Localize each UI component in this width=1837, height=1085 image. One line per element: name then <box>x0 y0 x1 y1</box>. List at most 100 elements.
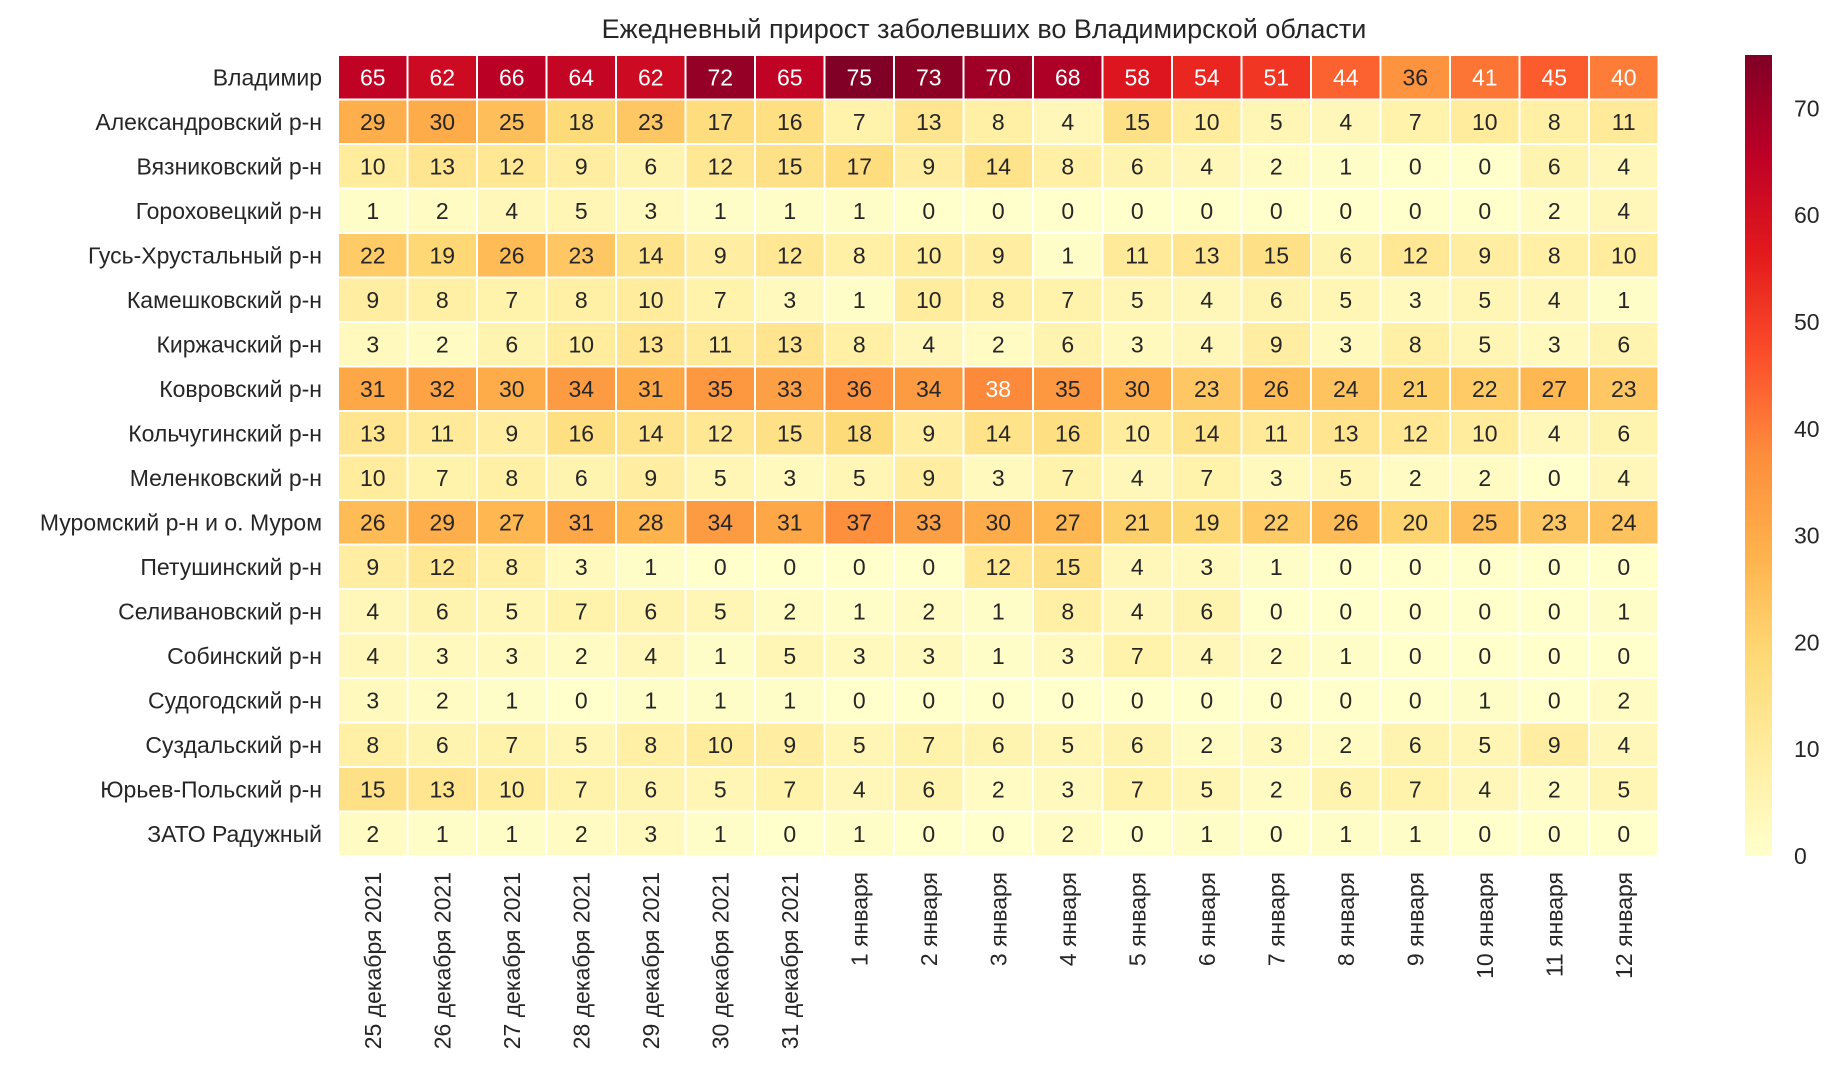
heatmap-cell <box>1451 590 1519 633</box>
heatmap-cell <box>1173 456 1241 499</box>
heatmap-cell <box>686 367 754 410</box>
heatmap-cell <box>1590 189 1658 232</box>
cell-value-label: 14 <box>985 420 1011 446</box>
cell-value-label: 22 <box>360 242 386 268</box>
heatmap-cell <box>547 234 615 277</box>
heatmap-cell <box>617 590 685 633</box>
cell-value-label: 0 <box>1339 687 1352 713</box>
cell-value-label: 3 <box>922 643 935 669</box>
heatmap-cell <box>1034 768 1102 811</box>
cell-value-label: 13 <box>777 331 803 357</box>
heatmap-cell <box>825 189 893 232</box>
cell-value-label: 12 <box>429 554 455 580</box>
cell-value-label: 1 <box>714 643 727 669</box>
cell-value-label: 3 <box>366 331 379 357</box>
heatmap-cell <box>1451 412 1519 455</box>
heatmap-cell <box>408 278 476 321</box>
heatmap-cell <box>1103 323 1171 366</box>
cell-value-label: 8 <box>1061 598 1074 624</box>
cell-value-label: 0 <box>1131 821 1144 847</box>
cell-value-label: 2 <box>575 821 588 847</box>
cell-value-label: 6 <box>1200 598 1213 624</box>
heatmap-cell <box>1242 56 1310 99</box>
cell-value-label: 8 <box>366 732 379 758</box>
heatmap-cell <box>1173 412 1241 455</box>
heatmap-cell <box>1451 679 1519 722</box>
heatmap-cell <box>1173 812 1241 855</box>
cell-value-label: 5 <box>1270 109 1283 135</box>
cell-value-label: 6 <box>436 732 449 758</box>
cell-value-label: 14 <box>985 153 1011 179</box>
heatmap-cell <box>1520 634 1588 677</box>
cell-value-label: 15 <box>777 420 803 446</box>
heatmap-cell <box>478 412 546 455</box>
heatmap-cell <box>1034 634 1102 677</box>
cell-value-label: 75 <box>846 64 872 90</box>
heatmap-cell <box>964 590 1032 633</box>
cell-value-label: 0 <box>1339 198 1352 224</box>
grid-backdrop <box>338 55 1659 856</box>
cell-value-label: 2 <box>575 643 588 669</box>
heatmap-cell <box>895 234 963 277</box>
heatmap-cell <box>756 679 824 722</box>
cell-value-label: 1 <box>1617 598 1630 624</box>
row-label: Вязниковский р-н <box>136 153 322 179</box>
heatmap-cell <box>1312 278 1380 321</box>
cell-value-label: 8 <box>992 287 1005 313</box>
heatmap-cell <box>756 812 824 855</box>
heatmap-cell <box>1103 412 1171 455</box>
heatmap-cell <box>1451 723 1519 766</box>
cell-value-label: 4 <box>1617 732 1630 758</box>
heatmap-cell <box>408 145 476 188</box>
cell-value-label: 3 <box>366 687 379 713</box>
heatmap-cell <box>1034 145 1102 188</box>
column-label: 5 января <box>1124 872 1150 966</box>
heatmap-cell <box>408 234 476 277</box>
heatmap-cell <box>1381 323 1449 366</box>
column-labels: 25 декабря 2021 26 декабря 2021 27 декабря… <box>360 872 1637 1049</box>
row-label: Юрьев-Польский р-н <box>100 776 322 802</box>
heatmap-cell <box>617 189 685 232</box>
cell-value-label: 2 <box>1548 198 1561 224</box>
cell-value-label: 5 <box>1478 732 1491 758</box>
cell-value-label: 6 <box>1409 732 1422 758</box>
heatmap-cell <box>1520 189 1588 232</box>
heatmap-cell <box>547 278 615 321</box>
heatmap-cell <box>1034 323 1102 366</box>
heatmap-cell <box>1590 56 1658 99</box>
heatmap-cell <box>408 56 476 99</box>
cell-value-label: 15 <box>777 153 803 179</box>
cell-value-label: 29 <box>360 109 386 135</box>
cell-value-label: 2 <box>1061 821 1074 847</box>
cell-value-label: 29 <box>429 509 455 535</box>
heatmap-cell <box>1312 634 1380 677</box>
heatmap-cell <box>1381 679 1449 722</box>
heatmap-cell <box>756 189 824 232</box>
cell-value-label: 33 <box>777 376 803 402</box>
heatmap-cell <box>686 234 754 277</box>
heatmap-cell <box>1381 501 1449 544</box>
cell-value-label: 4 <box>1131 554 1144 580</box>
heatmap-cell <box>1103 768 1171 811</box>
cell-value-label: 3 <box>1131 331 1144 357</box>
heatmap-cell <box>339 367 407 410</box>
cell-value-label: 22 <box>1472 376 1498 402</box>
cell-value-label: 3 <box>644 198 657 224</box>
cell-value-label: 0 <box>922 821 935 847</box>
cell-value-label: 12 <box>1402 420 1428 446</box>
cell-value-label: 10 <box>1611 242 1637 268</box>
heatmap-cell <box>1451 456 1519 499</box>
cell-value-label: 2 <box>436 331 449 357</box>
cell-value-label: 0 <box>1617 643 1630 669</box>
heatmap-cell <box>339 323 407 366</box>
cell-value-label: 0 <box>1478 198 1491 224</box>
cell-value-label: 0 <box>922 687 935 713</box>
heatmap-cell <box>1103 679 1171 722</box>
heatmap-cell <box>1451 367 1519 410</box>
heatmap-cell <box>408 100 476 143</box>
heatmap-cell <box>547 634 615 677</box>
cell-value-label: 14 <box>1194 420 1220 446</box>
heatmap-cell <box>1590 812 1658 855</box>
cell-value-label: 24 <box>1333 376 1359 402</box>
heatmap-cell <box>825 723 893 766</box>
